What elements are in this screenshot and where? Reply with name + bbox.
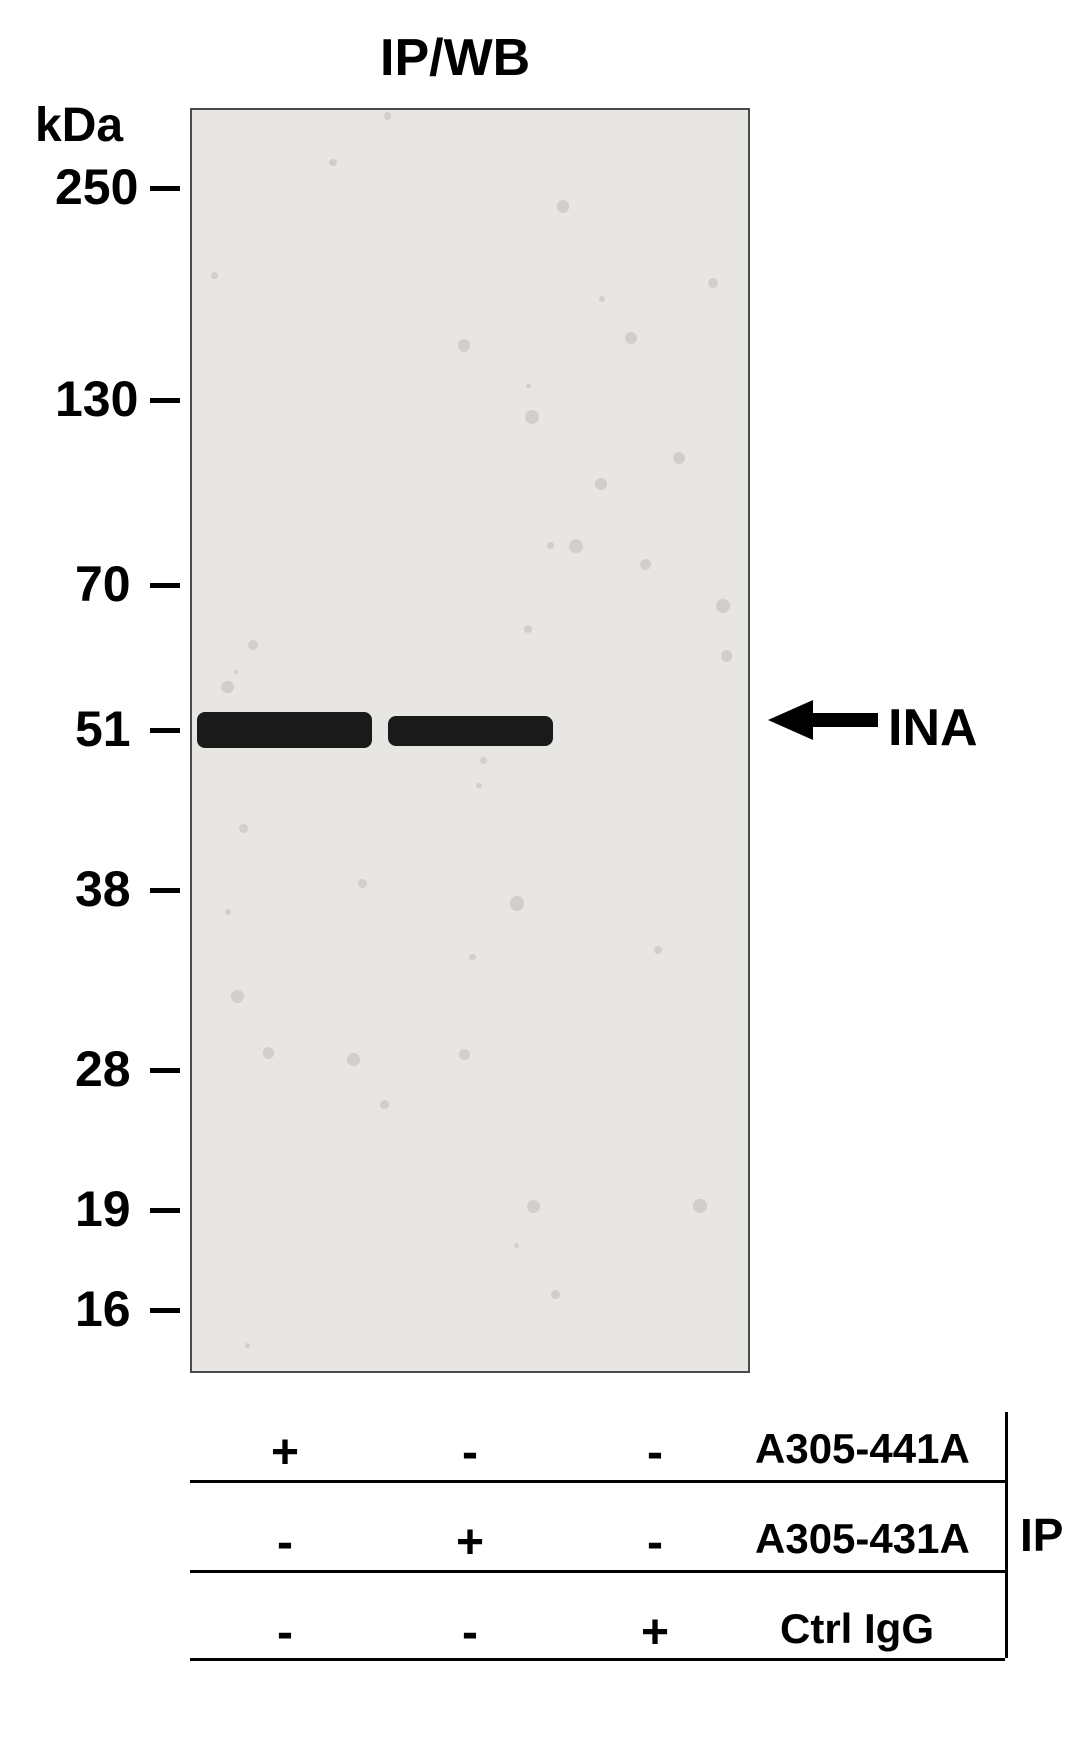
noise-dot (384, 112, 392, 120)
figure-container: IP/WB kDa 250 130 70 51 38 28 19 16 INA + - - A305… (0, 0, 1080, 1742)
noise-dot (245, 1343, 250, 1348)
mw-label-19: 19 (75, 1180, 131, 1238)
mw-label-38: 38 (75, 860, 131, 918)
protein-label: INA (888, 698, 978, 758)
noise-dot (231, 990, 244, 1003)
mw-tick-70 (150, 583, 180, 588)
mw-tick-16 (150, 1308, 180, 1313)
sample-cell-r1-c2: - (635, 1515, 675, 1570)
mw-label-250: 250 (55, 158, 138, 216)
mw-label-28: 28 (75, 1040, 131, 1098)
noise-dot (547, 542, 554, 549)
row-label-0: A305-441A (755, 1425, 970, 1473)
noise-dot (211, 272, 218, 279)
band-lane2 (388, 716, 553, 746)
noise-dot (527, 1200, 540, 1213)
noise-dot (263, 1047, 275, 1059)
target-arrow (768, 700, 878, 740)
noise-dot (225, 909, 231, 915)
mw-tick-250 (150, 186, 180, 191)
noise-dot (234, 670, 238, 674)
noise-dot (625, 332, 637, 344)
mw-label-16: 16 (75, 1280, 131, 1338)
band-lane1 (197, 712, 372, 748)
sample-cell-r0-c1: - (450, 1425, 490, 1480)
noise-dot (380, 1100, 389, 1109)
figure-header: IP/WB (380, 28, 530, 88)
row-label-1: A305-431A (755, 1515, 970, 1563)
noise-dot (476, 783, 482, 789)
arrow-head-icon (768, 700, 813, 740)
noise-dot (526, 384, 530, 388)
ip-group-label: IP (1020, 1508, 1063, 1562)
noise-dot (599, 296, 605, 302)
mw-label-51: 51 (75, 700, 131, 758)
noise-dot (525, 410, 539, 424)
noise-dot (514, 1243, 519, 1248)
noise-dot (654, 946, 662, 954)
mw-label-130: 130 (55, 370, 138, 428)
noise-dot (640, 559, 651, 570)
mw-tick-130 (150, 398, 180, 403)
sample-cell-r0-c0: + (265, 1425, 305, 1480)
row-label-2: Ctrl IgG (780, 1605, 934, 1653)
noise-dot (459, 1049, 470, 1060)
noise-dot (239, 824, 247, 832)
sample-cell-r2-c0: - (265, 1605, 305, 1660)
noise-dot (510, 896, 525, 911)
mw-tick-51 (150, 728, 180, 733)
noise-dot (347, 1053, 360, 1066)
noise-dot (569, 539, 583, 553)
mw-tick-19 (150, 1208, 180, 1213)
mw-label-70: 70 (75, 555, 131, 613)
sample-cell-r2-c1: - (450, 1605, 490, 1660)
noise-dot (524, 625, 532, 633)
sample-cell-r2-c2: + (635, 1605, 675, 1660)
noise-dot (221, 681, 233, 693)
kda-unit-label: kDa (35, 98, 123, 153)
noise-dot (693, 1199, 707, 1213)
table-vline (1005, 1412, 1008, 1658)
noise-dot (248, 640, 258, 650)
table-hline-0 (190, 1480, 1005, 1483)
sample-cell-r0-c2: - (635, 1425, 675, 1480)
noise-dot (673, 452, 685, 464)
mw-tick-28 (150, 1068, 180, 1073)
noise-dot (595, 478, 607, 490)
noise-dot (557, 200, 570, 213)
table-hline-2 (190, 1658, 1005, 1661)
sample-cell-r1-c1: + (450, 1515, 490, 1570)
noise-dot (458, 339, 471, 352)
noise-dot (716, 599, 730, 613)
noise-dot (708, 278, 718, 288)
noise-dot (721, 650, 733, 662)
arrow-line (813, 713, 878, 727)
table-hline-1 (190, 1570, 1005, 1573)
noise-dot (358, 879, 367, 888)
sample-cell-r1-c0: - (265, 1515, 305, 1570)
noise-dot (551, 1290, 560, 1299)
mw-tick-38 (150, 888, 180, 893)
noise-dot (469, 954, 475, 960)
noise-dot (480, 757, 487, 764)
noise-dot (329, 159, 337, 167)
